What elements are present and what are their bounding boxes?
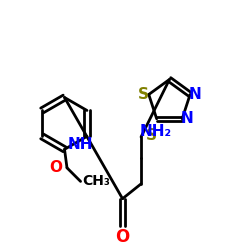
Text: NH: NH — [67, 137, 93, 152]
Text: N: N — [181, 111, 194, 126]
Text: O: O — [116, 228, 130, 246]
Text: N: N — [189, 87, 202, 102]
Text: O: O — [49, 160, 62, 175]
Text: S: S — [146, 128, 156, 143]
Text: S: S — [138, 87, 149, 102]
Text: NH₂: NH₂ — [139, 124, 172, 139]
Text: CH₃: CH₃ — [82, 174, 110, 188]
